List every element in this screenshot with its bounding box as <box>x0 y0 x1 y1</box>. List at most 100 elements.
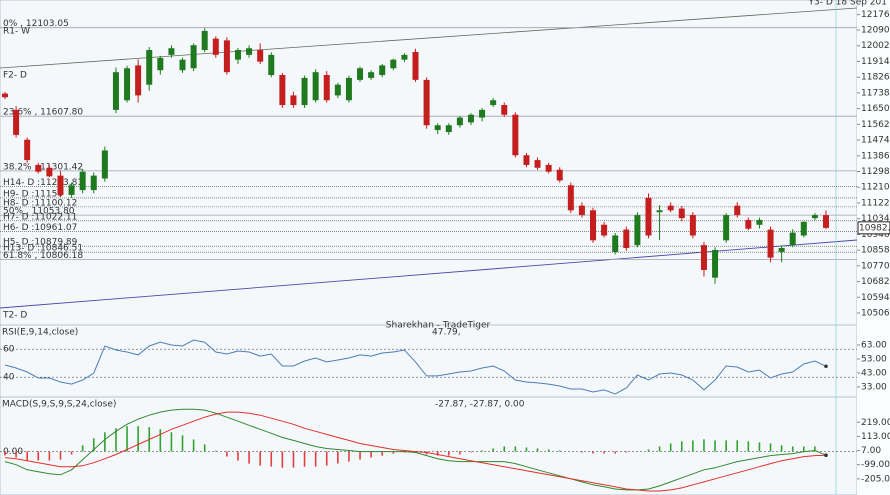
candle-body <box>24 139 31 161</box>
level-label: 40 <box>3 373 15 383</box>
histogram-bar <box>603 451 605 454</box>
histogram-bar <box>325 451 328 466</box>
corner-text: Y3- D 18 Sep 201 <box>808 0 887 8</box>
histogram-bar <box>181 435 184 452</box>
histogram-bar <box>314 451 317 467</box>
candle-body <box>767 229 774 258</box>
level-label: 0% , 12103.05 <box>3 19 69 29</box>
histogram-bar <box>558 450 561 452</box>
histogram-bar <box>736 440 739 452</box>
histogram-bar <box>791 446 794 452</box>
histogram-bar <box>503 446 506 452</box>
candle-body <box>2 93 8 98</box>
candle-body <box>512 114 519 156</box>
histogram-bar <box>92 438 95 452</box>
candle-body <box>712 249 719 278</box>
candle-body <box>301 77 308 106</box>
candle-body <box>279 75 286 106</box>
candle-body <box>412 51 419 80</box>
macd-line <box>4 408 827 491</box>
y-tick-label: 12090.00 <box>861 26 890 36</box>
histogram-bar <box>447 451 450 456</box>
candle-body <box>667 205 674 211</box>
candle-body <box>401 54 408 60</box>
histogram-bar <box>59 451 62 460</box>
histogram-bar <box>303 451 306 467</box>
candle-body <box>212 38 219 55</box>
candle-body <box>268 54 275 76</box>
histogram-bar <box>481 450 483 452</box>
candle-body <box>68 185 75 195</box>
y-tick-label: 12002.00 <box>861 41 890 51</box>
histogram-bar <box>37 451 40 461</box>
candle-body <box>157 57 164 71</box>
candle-body <box>135 65 142 96</box>
histogram-bar <box>692 440 694 452</box>
histogram-bar <box>581 451 583 453</box>
level-label: 60 <box>3 345 15 355</box>
histogram-bar <box>81 445 84 452</box>
candle-body <box>700 245 707 270</box>
histogram-bar <box>48 451 51 461</box>
candle-body <box>290 95 297 106</box>
histogram-bar <box>747 441 750 452</box>
candle-body <box>46 167 53 177</box>
level-label: H14- D :11213.81 <box>3 178 83 188</box>
level-label: H7- D :11022.11 <box>3 212 77 222</box>
histogram-bar <box>814 446 816 452</box>
pane-title: MACD(S,9,S,9,S,24,close) <box>2 400 116 410</box>
y-tick-label: 219.00 <box>861 418 890 428</box>
level-label: 50% , 11053.80 <box>3 207 75 217</box>
level-note: T2- D <box>2 311 27 321</box>
candle-body <box>789 232 796 246</box>
histogram-bar <box>547 449 550 452</box>
candle-body <box>379 65 386 76</box>
macd-pane <box>0 396 858 495</box>
candle-body <box>79 171 86 191</box>
y-tick-label: 11210.00 <box>861 183 890 193</box>
candle-body <box>545 164 552 172</box>
candle-body <box>534 160 541 168</box>
y-tick-label: 11562.00 <box>861 120 890 130</box>
candle-body <box>35 164 42 172</box>
candle-body <box>257 50 264 62</box>
candle-body <box>434 125 441 131</box>
histogram-bar <box>292 451 295 468</box>
y-tick-label: 11122.00 <box>861 198 890 208</box>
y-tick-label: 12176.00 <box>861 10 890 20</box>
histogram-bar <box>381 451 384 456</box>
level-label: 23.6% , 11607.80 <box>3 108 83 118</box>
candle-body <box>179 59 186 71</box>
histogram-bar <box>270 451 273 467</box>
candle-body <box>634 215 641 246</box>
candle-body <box>190 45 197 69</box>
histogram-bar <box>104 432 106 452</box>
candle-body <box>590 210 597 241</box>
histogram-bar <box>592 451 594 454</box>
y-tick-label: 10682.00 <box>861 277 890 287</box>
candle-body <box>479 109 486 118</box>
histogram-bar <box>647 449 650 452</box>
candle-body <box>734 205 741 216</box>
candle-body <box>601 224 608 236</box>
histogram-bar <box>758 442 761 452</box>
level-label: H9- D :11150 <box>3 189 63 199</box>
level-label: 61.8% , 10806.18 <box>3 251 83 261</box>
rsi-last-dot <box>824 364 828 369</box>
candle-body <box>723 215 730 241</box>
y-tick-label: 11914.00 <box>861 57 890 67</box>
level-label: 38.2% , 11301.42 <box>3 162 83 172</box>
candle-body <box>423 79 430 126</box>
histogram-bar <box>803 446 805 452</box>
histogram-bar <box>126 426 128 452</box>
candle-body <box>323 75 330 101</box>
y-tick-label: 10506.00 <box>861 309 890 319</box>
macd-last-dot <box>824 453 828 457</box>
price-pane <box>0 0 858 326</box>
candle-body <box>645 197 652 236</box>
histogram-bar <box>680 441 683 452</box>
histogram-bar <box>780 445 783 452</box>
candle-body <box>146 50 153 85</box>
candle-body <box>656 210 663 213</box>
candle-body <box>223 40 230 73</box>
